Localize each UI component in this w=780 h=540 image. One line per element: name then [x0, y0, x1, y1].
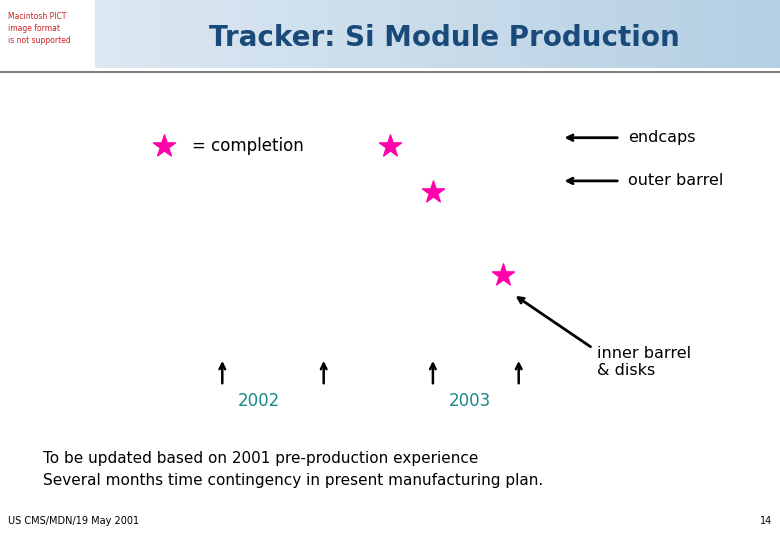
Point	[497, 271, 509, 280]
Bar	[360, 0, 370, 68]
Bar	[335, 0, 344, 68]
Bar	[686, 0, 696, 68]
Bar	[198, 0, 207, 68]
Bar	[300, 0, 310, 68]
Bar	[369, 0, 378, 68]
Bar	[395, 0, 404, 68]
Bar	[668, 0, 679, 68]
Bar	[558, 0, 567, 68]
Bar	[729, 0, 738, 68]
Bar	[489, 0, 498, 68]
Bar	[506, 0, 516, 68]
Bar	[463, 0, 473, 68]
Bar	[583, 0, 593, 68]
Bar	[455, 0, 464, 68]
Bar	[283, 0, 293, 68]
Bar	[634, 0, 644, 68]
Bar	[754, 0, 764, 68]
Bar	[703, 0, 712, 68]
Bar	[446, 0, 456, 68]
Text: To be updated based on 2001 pre-production experience: To be updated based on 2001 pre-producti…	[43, 451, 478, 466]
Bar	[104, 0, 113, 68]
Bar	[617, 0, 627, 68]
Text: 14: 14	[760, 516, 772, 526]
Bar	[549, 0, 558, 68]
Bar	[575, 0, 584, 68]
Bar	[498, 0, 507, 68]
Bar	[326, 0, 335, 68]
Bar	[403, 0, 413, 68]
Bar	[523, 0, 533, 68]
Text: 2002: 2002	[238, 392, 280, 410]
Bar	[420, 0, 430, 68]
Text: Tracker: Si Module Production: Tracker: Si Module Production	[209, 24, 680, 52]
Bar	[711, 0, 721, 68]
Bar	[240, 0, 250, 68]
Bar	[566, 0, 576, 68]
Bar	[172, 0, 182, 68]
Bar	[541, 0, 550, 68]
Bar	[249, 0, 259, 68]
Bar	[600, 0, 610, 68]
Bar	[292, 0, 302, 68]
Bar	[266, 0, 276, 68]
Bar	[532, 0, 541, 68]
Point	[427, 187, 439, 196]
Bar	[121, 0, 130, 68]
Text: Several months time contingency in present manufacturing plan.: Several months time contingency in prese…	[43, 472, 543, 488]
Bar	[190, 0, 199, 68]
Bar	[215, 0, 225, 68]
Bar	[660, 0, 670, 68]
Bar	[147, 0, 156, 68]
Bar	[317, 0, 327, 68]
Bar	[207, 0, 216, 68]
Bar	[112, 0, 122, 68]
Bar	[472, 0, 481, 68]
Bar	[164, 0, 173, 68]
Bar	[737, 0, 746, 68]
Bar	[720, 0, 729, 68]
Bar	[438, 0, 447, 68]
Bar	[746, 0, 755, 68]
Text: = completion: = completion	[192, 137, 303, 155]
Bar	[771, 0, 780, 68]
Bar	[643, 0, 653, 68]
Text: Macintosh PICT
image format
is not supported: Macintosh PICT image format is not suppo…	[8, 12, 71, 45]
Text: US CMS/MDN/19 May 2001: US CMS/MDN/19 May 2001	[8, 516, 139, 526]
Text: inner barrel
& disks: inner barrel & disks	[597, 346, 691, 378]
Bar	[95, 0, 105, 68]
Bar	[343, 0, 353, 68]
Bar	[412, 0, 421, 68]
Bar	[626, 0, 636, 68]
Bar	[515, 0, 524, 68]
Bar	[651, 0, 661, 68]
Bar	[275, 0, 285, 68]
Text: endcaps: endcaps	[628, 130, 696, 145]
Point	[384, 141, 396, 150]
Bar	[694, 0, 704, 68]
Bar	[429, 0, 438, 68]
Bar	[138, 0, 147, 68]
Point	[158, 141, 170, 150]
Bar	[480, 0, 490, 68]
Bar	[155, 0, 165, 68]
Bar	[591, 0, 601, 68]
Bar	[378, 0, 387, 68]
Bar	[309, 0, 318, 68]
Bar	[608, 0, 619, 68]
Text: 2003: 2003	[448, 392, 491, 410]
Bar	[223, 0, 233, 68]
Bar	[129, 0, 139, 68]
Bar	[257, 0, 268, 68]
Bar	[352, 0, 361, 68]
Bar	[763, 0, 772, 68]
Text: outer barrel: outer barrel	[628, 173, 723, 188]
Bar	[232, 0, 242, 68]
Bar	[386, 0, 395, 68]
Bar	[677, 0, 687, 68]
Bar	[181, 0, 190, 68]
